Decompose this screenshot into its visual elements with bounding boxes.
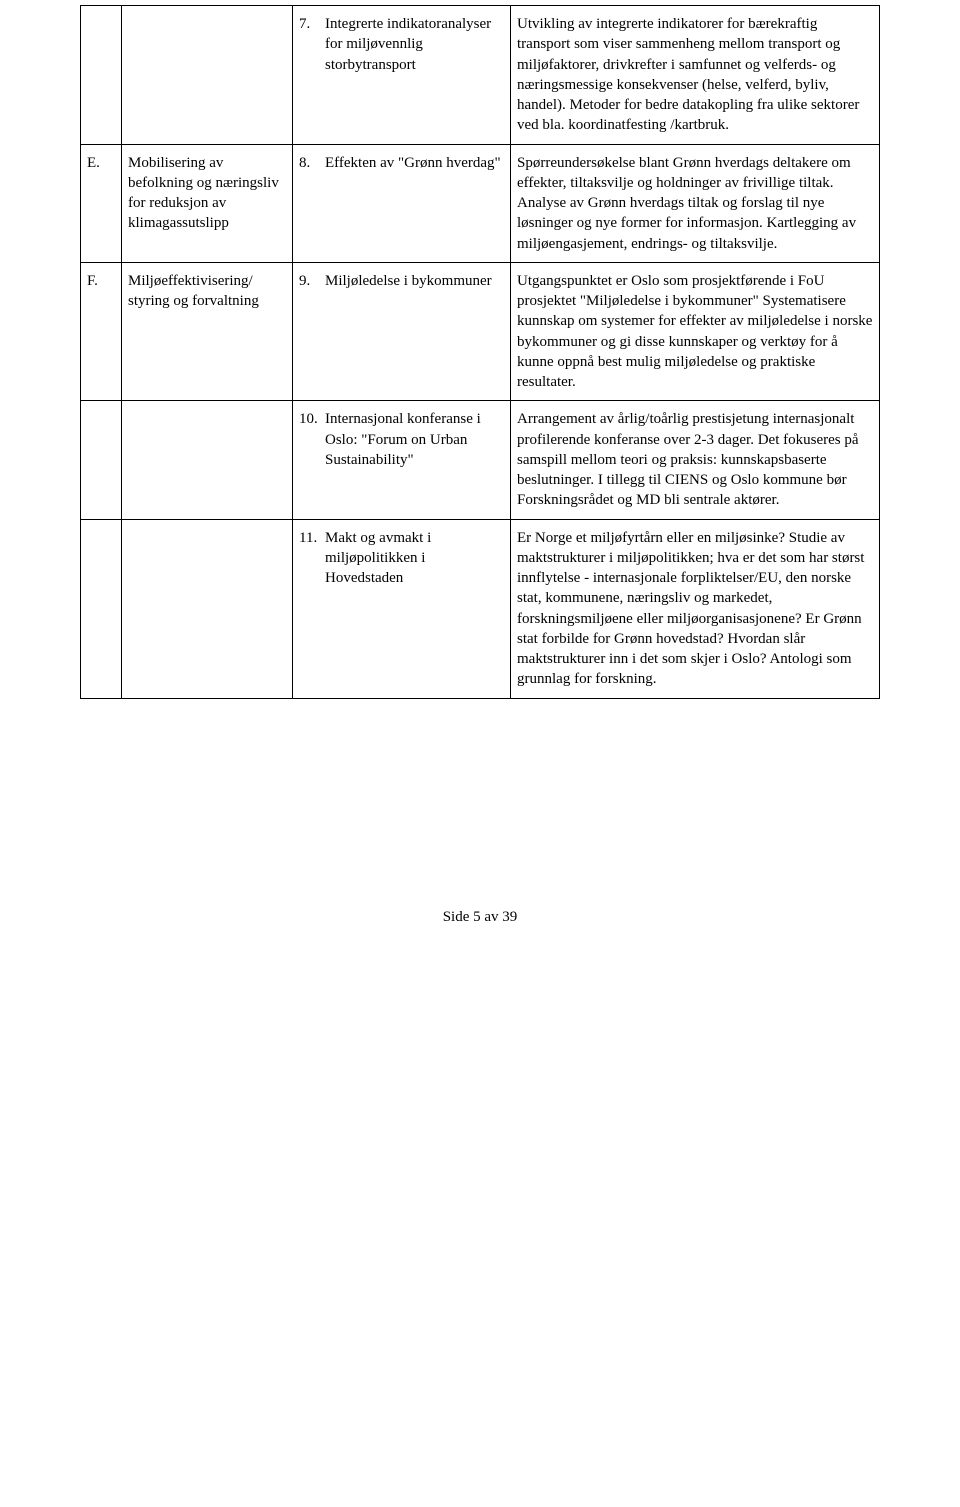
cell-category: Miljøeffektivisering/ styring og forvalt… (122, 262, 293, 401)
cell-item: 7. Integrerte indikatoranalyser for milj… (293, 6, 511, 145)
item-number: 9. (299, 271, 325, 291)
cell-category: Mobilisering av befolkning og næringsliv… (122, 144, 293, 262)
cell-item: 10. Internasjonal konferanse i Oslo: "Fo… (293, 401, 511, 519)
item-number: 7. (299, 14, 325, 75)
cell-description: Er Norge et miljøfyrtårn eller en miljøs… (511, 519, 880, 698)
cell-letter (81, 401, 122, 519)
table-row: E. Mobilisering av befolkning og nærings… (81, 144, 880, 262)
table-row: 10. Internasjonal konferanse i Oslo: "Fo… (81, 401, 880, 519)
cell-description: Utgangspunktet er Oslo som prosjektføren… (511, 262, 880, 401)
content-table: 7. Integrerte indikatoranalyser for milj… (80, 5, 880, 699)
cell-letter (81, 519, 122, 698)
cell-letter: F. (81, 262, 122, 401)
cell-category (122, 401, 293, 519)
item-text: Miljøledelse i bykommuner (325, 271, 504, 291)
cell-item: 8. Effekten av "Grønn hverdag" (293, 144, 511, 262)
cell-letter (81, 6, 122, 145)
item-number: 10. (299, 409, 325, 470)
item-number: 11. (299, 528, 325, 589)
cell-description: Utvikling av integrerte indikatorer for … (511, 6, 880, 145)
table-row: 11. Makt og avmakt i miljøpolitikken i H… (81, 519, 880, 698)
cell-category (122, 519, 293, 698)
table-row: F. Miljøeffektivisering/ styring og forv… (81, 262, 880, 401)
item-text: Integrerte indikatoranalyser for miljøve… (325, 14, 504, 75)
item-text: Internasjonal konferanse i Oslo: "Forum … (325, 409, 504, 470)
page-container: 7. Integrerte indikatoranalyser for milj… (0, 0, 960, 966)
cell-category (122, 6, 293, 145)
item-text: Makt og avmakt i miljøpolitikken i Hoved… (325, 528, 504, 589)
item-number: 8. (299, 153, 325, 173)
cell-description: Spørreundersøkelse blant Grønn hverdags … (511, 144, 880, 262)
item-text: Effekten av "Grønn hverdag" (325, 153, 504, 173)
cell-letter: E. (81, 144, 122, 262)
cell-description: Arrangement av årlig/toårlig prestisjetu… (511, 401, 880, 519)
page-footer: Side 5 av 39 (80, 909, 880, 926)
cell-item: 11. Makt og avmakt i miljøpolitikken i H… (293, 519, 511, 698)
table-row: 7. Integrerte indikatoranalyser for milj… (81, 6, 880, 145)
cell-item: 9. Miljøledelse i bykommuner (293, 262, 511, 401)
